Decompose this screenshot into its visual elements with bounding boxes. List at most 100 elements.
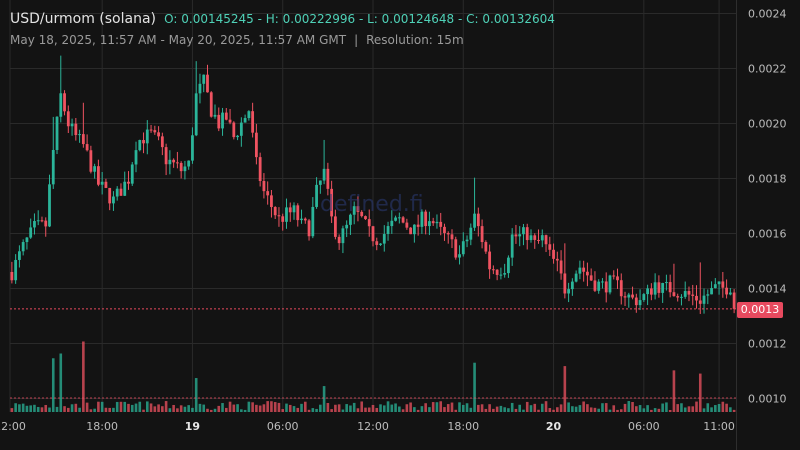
volume-bar	[258, 405, 262, 412]
candle-body	[183, 166, 187, 172]
y-tick-label: 0.0020	[748, 118, 787, 131]
candle-body	[194, 93, 198, 136]
candle-body	[315, 184, 318, 207]
candle-body	[375, 241, 379, 245]
candlesticks[interactable]	[10, 55, 736, 314]
volume-bar	[119, 401, 123, 412]
candle-body	[537, 239, 540, 241]
candle-body	[469, 227, 473, 240]
candle-body	[153, 130, 157, 133]
candle-body	[232, 122, 236, 138]
candle-body	[14, 259, 18, 281]
candle-body	[706, 294, 710, 296]
candle-body	[488, 251, 492, 270]
volume-bar	[161, 406, 164, 412]
volume-bar	[44, 404, 48, 412]
volume-bar	[680, 403, 683, 412]
volume-bar	[714, 405, 717, 412]
volume-bar	[191, 407, 194, 412]
candle-body	[728, 292, 732, 295]
candle-body	[292, 205, 296, 213]
volume-bar	[398, 406, 401, 412]
candle-body	[300, 218, 303, 221]
candle-body	[653, 282, 657, 295]
candle-body	[367, 219, 371, 227]
candle-body	[578, 267, 582, 274]
volume-bar	[672, 370, 676, 412]
candle-body	[104, 181, 108, 188]
candle-body	[247, 111, 251, 119]
candle-body	[89, 150, 93, 172]
candle-body	[702, 295, 706, 304]
candle-body	[213, 114, 217, 117]
volume-bar	[416, 409, 420, 412]
volume-bar	[394, 403, 397, 412]
watermark: defined.fi	[320, 192, 424, 217]
volume-bar	[311, 408, 315, 412]
volume-bar	[292, 406, 296, 412]
candle-body	[379, 243, 382, 245]
volume-bar	[556, 407, 559, 412]
candle-body	[431, 221, 435, 224]
volume-bar	[473, 362, 476, 412]
volume-bar	[687, 406, 691, 412]
volume-bar	[36, 406, 40, 412]
candle-body	[172, 159, 176, 163]
volume-bar	[514, 408, 518, 412]
candle-body	[401, 217, 405, 223]
candle-body	[695, 295, 698, 301]
candle-body	[352, 206, 356, 215]
candle-body	[134, 150, 138, 165]
candle-body	[495, 269, 499, 275]
volume-bar	[93, 408, 96, 412]
volume-bar	[85, 402, 89, 412]
candle-body	[254, 132, 258, 158]
candle-body	[168, 159, 172, 165]
candle-body	[127, 181, 130, 184]
volume-bar	[661, 403, 664, 412]
candle-body	[130, 164, 134, 184]
symbol-label: USD/urmom (solana)	[10, 11, 157, 27]
candle-body	[303, 218, 307, 221]
volume-bar	[285, 403, 288, 412]
candle-body	[281, 216, 285, 222]
x-tick-label: 12:00	[357, 420, 389, 433]
candle-body	[51, 149, 55, 185]
x-tick-label: 12:00	[0, 420, 26, 433]
volume-bar	[138, 401, 142, 412]
candle-body	[382, 234, 386, 244]
volume-bar	[322, 386, 326, 412]
volume-bar	[646, 405, 649, 412]
candle-body	[507, 257, 510, 274]
volume-bar	[149, 403, 153, 412]
candle-body	[405, 222, 409, 228]
volume-bar	[337, 404, 341, 412]
candle-body	[326, 168, 330, 189]
volume-bar	[67, 407, 70, 412]
volume-bar	[522, 409, 525, 412]
volume-bar	[691, 406, 695, 412]
volume-bar	[179, 405, 183, 412]
volume-bar	[533, 403, 537, 412]
ohlc-readout: O: 0.00145245 - H: 0.00222996 - L: 0.001…	[164, 12, 555, 26]
y-tick-label: 0.0018	[748, 173, 787, 186]
volume-bar	[450, 402, 454, 412]
volume-bar	[382, 405, 386, 412]
volume-bar	[236, 404, 239, 412]
volume-bar	[431, 402, 435, 412]
volume-bar	[206, 408, 209, 412]
volume-bar	[439, 401, 443, 412]
candle-body	[518, 234, 522, 237]
candle-body	[450, 234, 454, 240]
candle-body	[221, 112, 224, 129]
candle-body	[563, 273, 567, 294]
volume-bar	[503, 407, 506, 412]
candle-body	[544, 235, 548, 245]
volume-bar	[100, 401, 104, 412]
candle-body	[608, 275, 612, 293]
candle-body	[179, 163, 183, 172]
volume-bar	[461, 404, 465, 412]
volume-bar	[567, 402, 570, 412]
candle-body	[29, 227, 33, 238]
